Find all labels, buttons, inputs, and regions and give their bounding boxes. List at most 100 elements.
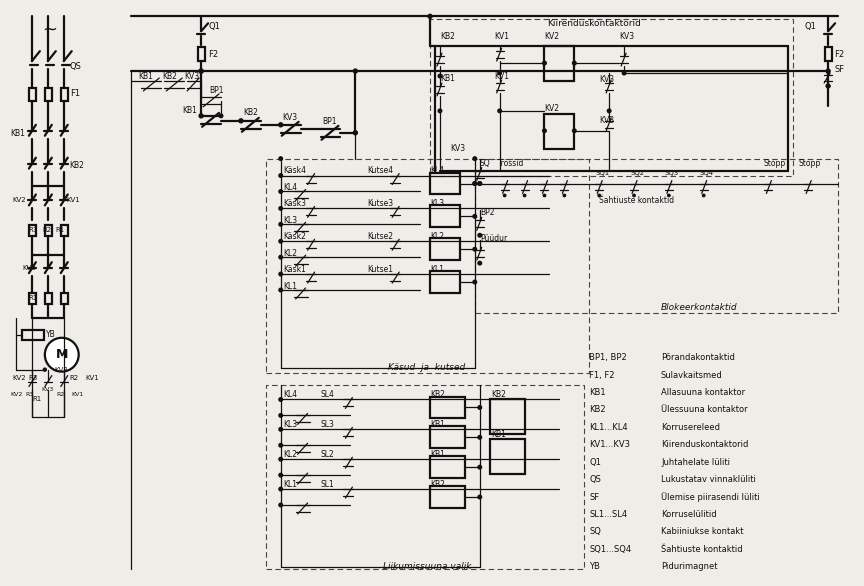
Text: Kutse1: Kutse1 xyxy=(367,265,393,274)
Circle shape xyxy=(473,247,477,251)
Text: M: M xyxy=(55,348,68,361)
Bar xyxy=(430,397,465,418)
Text: SQ2: SQ2 xyxy=(630,169,645,176)
Text: SL1: SL1 xyxy=(321,479,334,489)
Bar xyxy=(430,486,465,508)
Circle shape xyxy=(45,338,79,372)
Circle shape xyxy=(478,261,481,265)
Circle shape xyxy=(219,114,223,118)
Text: KV3: KV3 xyxy=(619,32,634,40)
Text: KL2: KL2 xyxy=(430,232,444,241)
Circle shape xyxy=(279,174,283,178)
Text: F2: F2 xyxy=(208,50,219,59)
Text: Käsk2: Käsk2 xyxy=(283,232,307,241)
Text: KB2: KB2 xyxy=(162,71,177,80)
Text: KL1: KL1 xyxy=(430,265,444,274)
Text: KV1: KV1 xyxy=(86,374,99,380)
Bar xyxy=(198,47,205,61)
Circle shape xyxy=(478,182,481,185)
Text: Käsk4: Käsk4 xyxy=(283,166,307,175)
Text: R1: R1 xyxy=(32,397,41,403)
Text: Ülemise piirasendi lüliti: Ülemise piirasendi lüliti xyxy=(661,492,759,502)
Bar xyxy=(544,46,575,81)
Text: F1: F1 xyxy=(70,90,79,98)
Bar xyxy=(430,271,460,293)
Circle shape xyxy=(598,195,600,197)
Text: KB1: KB1 xyxy=(492,430,506,439)
Text: KV2: KV2 xyxy=(12,197,26,203)
Circle shape xyxy=(473,214,477,218)
Text: Pidurimagnet: Pidurimagnet xyxy=(661,562,717,571)
Text: Kabiiniukse kontakt: Kabiiniukse kontakt xyxy=(661,527,743,536)
Circle shape xyxy=(573,129,576,132)
Text: Püüdur: Püüdur xyxy=(480,234,507,243)
Text: KV3: KV3 xyxy=(283,113,298,122)
Text: KB2: KB2 xyxy=(492,390,506,399)
Circle shape xyxy=(279,207,283,210)
Text: Stopp: Stopp xyxy=(764,159,785,168)
Text: KL4: KL4 xyxy=(283,183,298,192)
Circle shape xyxy=(279,398,283,401)
Text: R2: R2 xyxy=(70,374,79,380)
Bar xyxy=(45,88,52,101)
Circle shape xyxy=(504,195,505,197)
Circle shape xyxy=(43,368,47,371)
Circle shape xyxy=(622,71,626,75)
Circle shape xyxy=(279,157,283,161)
Text: KB2: KB2 xyxy=(430,390,445,399)
Text: KB1: KB1 xyxy=(589,388,606,397)
Text: SQ: SQ xyxy=(589,527,601,536)
Text: KV3: KV3 xyxy=(450,144,465,153)
Text: BP1, BP2: BP1, BP2 xyxy=(589,353,627,362)
Text: Ülessuuna kontaktor: Ülessuuna kontaktor xyxy=(661,406,747,414)
Circle shape xyxy=(199,69,203,73)
Circle shape xyxy=(478,495,481,499)
Circle shape xyxy=(279,473,283,477)
Text: KB1: KB1 xyxy=(430,420,445,429)
Text: KV1: KV1 xyxy=(67,197,80,203)
Text: Käsud  ja  kutsed: Käsud ja kutsed xyxy=(389,363,466,372)
Text: KV2: KV2 xyxy=(544,104,560,113)
Text: KV1: KV1 xyxy=(495,32,510,40)
Circle shape xyxy=(473,182,477,185)
Text: SQ4: SQ4 xyxy=(700,169,714,176)
Circle shape xyxy=(478,233,481,237)
Text: SQ: SQ xyxy=(480,159,491,168)
Text: KB2: KB2 xyxy=(440,32,454,40)
Bar xyxy=(825,47,832,61)
Text: SQ3: SQ3 xyxy=(665,169,679,176)
Text: KL2: KL2 xyxy=(283,248,298,258)
Bar xyxy=(45,293,52,304)
Text: KV3: KV3 xyxy=(184,71,200,80)
Text: KV3: KV3 xyxy=(22,265,35,271)
Text: SF: SF xyxy=(834,64,844,74)
Bar xyxy=(430,427,465,448)
Text: F1, F2: F1, F2 xyxy=(589,370,615,380)
Bar xyxy=(29,293,36,304)
Text: YB: YB xyxy=(46,331,55,339)
Circle shape xyxy=(279,255,283,259)
Text: KB2: KB2 xyxy=(430,479,445,489)
Text: Q1: Q1 xyxy=(208,22,220,31)
Circle shape xyxy=(498,109,501,113)
Text: Blokeerkontaktid: Blokeerkontaktid xyxy=(660,304,737,312)
Circle shape xyxy=(239,119,243,123)
Text: R3: R3 xyxy=(28,227,37,233)
Circle shape xyxy=(607,109,611,113)
Text: KB1: KB1 xyxy=(138,71,153,80)
Circle shape xyxy=(543,129,546,132)
Text: KV2: KV2 xyxy=(12,374,26,380)
Bar xyxy=(60,293,67,304)
Bar xyxy=(544,114,575,149)
Text: R1: R1 xyxy=(56,227,65,233)
Circle shape xyxy=(498,71,501,75)
Text: Stopp: Stopp xyxy=(798,159,821,168)
Text: R1: R1 xyxy=(28,295,37,301)
Circle shape xyxy=(478,406,481,409)
Text: KL2: KL2 xyxy=(283,449,298,459)
Bar xyxy=(430,239,460,260)
Circle shape xyxy=(279,503,283,507)
Bar xyxy=(430,19,793,176)
Circle shape xyxy=(826,84,830,88)
Text: SQ1...SQ4: SQ1...SQ4 xyxy=(589,545,632,554)
